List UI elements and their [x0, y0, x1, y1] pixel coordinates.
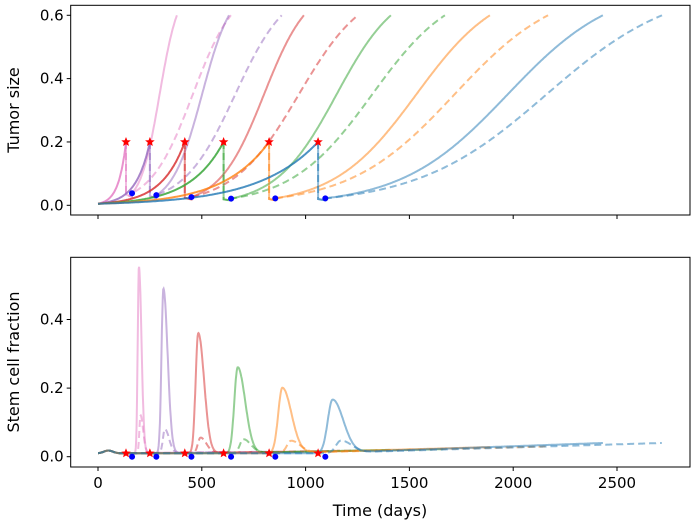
tumor-dashed-line: [125, 14, 232, 199]
axes-frame: [70, 256, 691, 468]
stem-solid-line: [98, 331, 304, 455]
tumor-solid-line: [317, 14, 604, 202]
x-tick-label: 1000: [287, 474, 325, 492]
tumor-pretreatment-line: [98, 141, 319, 205]
y-tick-label: 0.6: [40, 6, 64, 24]
treatment-star-marker: [218, 448, 229, 458]
stem-cell-fraction-plot: 0 500 1000 1500 2000 2500 0.0 0.2 0.4: [40, 256, 691, 492]
dot-marker: [228, 453, 235, 460]
dot-marker: [188, 453, 195, 460]
treatment-star-marker: [264, 137, 274, 146]
tumor-dashed-line: [183, 14, 359, 201]
dot-marker: [272, 453, 279, 460]
tumor-pretreatment-line: [97, 141, 127, 205]
treatment-star-marker: [180, 137, 190, 146]
dot-marker: [322, 195, 329, 202]
y-tick-label: 0.4: [40, 311, 64, 329]
y-tick-label: 0.2: [40, 379, 64, 397]
y-tick-label: 0.4: [40, 70, 64, 88]
dot-marker: [129, 190, 136, 197]
treatment-star-marker: [218, 137, 229, 146]
tumor-pretreatment-line: [98, 141, 225, 205]
tumor-dashed-line: [317, 14, 663, 202]
x-tick-label: 1500: [390, 474, 428, 492]
tumor-dashed-line: [222, 14, 446, 202]
dot-marker: [153, 192, 160, 199]
bottom-y-axis-label: Stem cell fraction: [4, 291, 23, 432]
tumor-size-plot: 0.0 0.2 0.4 0.6: [40, 4, 691, 219]
treatment-star-marker: [264, 448, 274, 458]
tumor-solid-line: [222, 14, 392, 202]
treatment-star-marker: [121, 448, 131, 458]
y-tick-label: 0.0: [40, 196, 64, 214]
treatment-star-marker: [313, 137, 323, 146]
x-tick-label: 2000: [494, 474, 532, 492]
treatment-star-marker: [145, 448, 155, 458]
tumor-dashed-line: [268, 14, 549, 202]
dot-marker: [129, 453, 136, 460]
treatment-star-marker: [121, 137, 131, 146]
dot-marker: [272, 195, 279, 202]
y-tick-label: 0.2: [40, 133, 64, 151]
x-tick-label: 0: [93, 474, 103, 492]
series-group: [97, 14, 663, 205]
tumor-solid-line: [148, 14, 230, 200]
tumor-solid-line: [125, 14, 178, 199]
series-group: [98, 266, 662, 455]
treatment-star-marker: [313, 448, 323, 458]
x-axis-label: Time (days): [332, 501, 428, 520]
x-tick-label: 500: [187, 474, 216, 492]
tumor-solid-line: [268, 14, 491, 202]
axes-frame: [70, 4, 691, 216]
dot-marker: [322, 453, 329, 460]
top-y-axis-label: Tumor size: [4, 67, 23, 154]
tumor-dashed-line: [148, 14, 283, 200]
dot-marker: [188, 194, 195, 201]
dot-marker: [153, 453, 160, 460]
y-tick-label: 0.0: [40, 448, 64, 466]
stem-solid-line: [98, 386, 490, 455]
treatment-star-marker: [180, 448, 190, 458]
dot-marker: [228, 195, 235, 202]
treatment-star-marker: [145, 137, 155, 146]
x-tick-label: 2500: [598, 474, 636, 492]
